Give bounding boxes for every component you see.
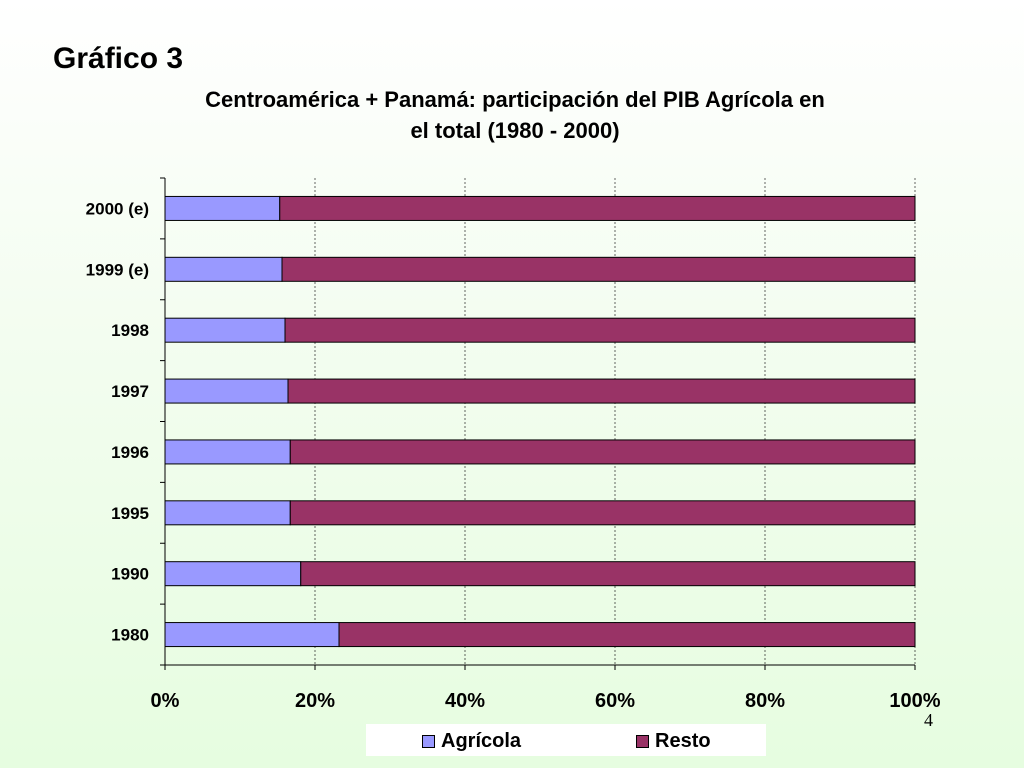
- bar-agr-cola-4: [164, 439, 291, 465]
- bar-agr-cola-2: [164, 317, 286, 343]
- legend-label-resto: Resto: [655, 730, 711, 752]
- bar-resto-6: [300, 561, 916, 587]
- legend-item-agricola: Agrícola: [422, 730, 521, 753]
- bar-resto-7: [338, 622, 916, 648]
- bar-agr-cola-7: [164, 622, 340, 648]
- y-category-label: 1996: [111, 443, 149, 462]
- legend-swatch-resto: [636, 735, 649, 748]
- bar-resto-0: [279, 195, 916, 221]
- x-tick-label: 100%: [889, 690, 940, 712]
- x-tick-label: 40%: [445, 690, 485, 712]
- y-category-label: 1997: [111, 382, 149, 401]
- chart-legend: Agrícola Resto: [366, 724, 766, 756]
- slide-title: Gráfico 3: [53, 42, 184, 75]
- y-category-label: 1999 (e): [86, 260, 149, 279]
- bar-agr-cola-5: [164, 500, 291, 526]
- y-category-label: 1995: [111, 504, 149, 523]
- y-category-label: 1980: [111, 626, 149, 645]
- bar-resto-5: [289, 500, 916, 526]
- y-category-label: 1998: [111, 321, 149, 340]
- bar-agr-cola-6: [164, 561, 302, 587]
- bar-resto-4: [289, 439, 916, 465]
- page-number: 4: [924, 710, 933, 730]
- bar-agr-cola-3: [164, 378, 289, 404]
- legend-item-resto: Resto: [636, 730, 711, 753]
- bar-agr-cola-1: [164, 256, 283, 282]
- bar-resto-1: [281, 256, 916, 282]
- x-tick-label: 80%: [745, 690, 785, 712]
- bar-resto-2: [284, 317, 916, 343]
- chart-title-line-2: el total (1980 - 2000): [410, 118, 620, 143]
- legend-swatch-agricola: [422, 735, 435, 748]
- chart-title: Centroamérica + Panamá: participación de…: [140, 84, 890, 146]
- x-tick-label: 60%: [595, 690, 635, 712]
- x-tick-label: 20%: [295, 690, 335, 712]
- chart-title-line-1: Centroamérica + Panamá: participación de…: [205, 87, 825, 112]
- legend-label-agricola: Agrícola: [441, 730, 522, 752]
- x-tick-label: 0%: [151, 690, 180, 712]
- y-category-label: 2000 (e): [86, 199, 149, 218]
- bar-agr-cola-0: [164, 195, 281, 221]
- y-category-label: 1990: [111, 565, 149, 584]
- bar-resto-3: [287, 378, 916, 404]
